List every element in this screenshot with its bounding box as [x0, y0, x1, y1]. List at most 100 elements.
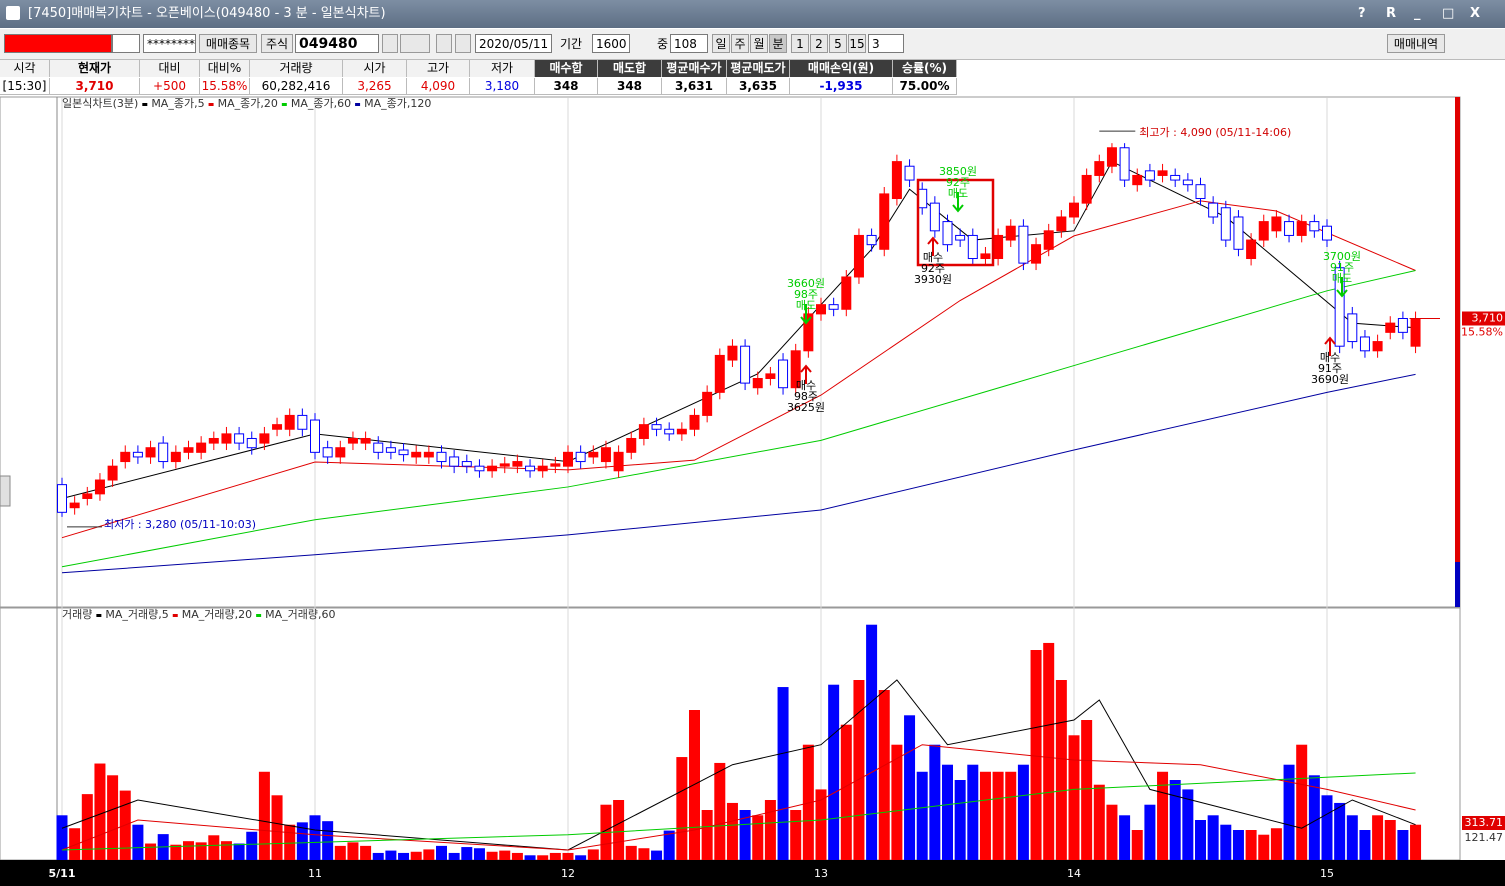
date-label: 13 [814, 867, 828, 880]
info-table: 시각 [15:30] 현재가 3,710 대비 +500 대비% 15.58% 거래량 60,28… [0, 60, 957, 96]
interval-button[interactable]: 15 [848, 34, 866, 53]
volume-bar [1296, 744, 1308, 860]
candle-body [929, 202, 940, 232]
volume-bar [954, 780, 966, 860]
legend-title: 거래량 [62, 608, 92, 621]
search-button[interactable] [382, 34, 398, 53]
volume-bar [436, 845, 447, 860]
date-input[interactable]: 2020/05/11 [475, 34, 552, 53]
volume-bar [524, 855, 536, 860]
trade-label: 매수 [923, 251, 943, 264]
volume-label: 121.47 [1465, 831, 1504, 844]
interval-button[interactable]: 일 [712, 34, 730, 53]
period-input[interactable]: 1600 [592, 34, 630, 53]
candle-body [803, 313, 814, 352]
volume-bar [1081, 720, 1093, 860]
trade-label: 98주 [794, 288, 818, 301]
candle-body [221, 433, 232, 444]
next-button[interactable] [436, 34, 452, 53]
interval-button[interactable]: 분 [769, 34, 787, 53]
interval-button[interactable]: 2 [810, 34, 828, 53]
volume-bar [1258, 834, 1270, 860]
candle-body [1132, 174, 1143, 186]
candle-body [120, 451, 131, 463]
code-input[interactable]: 049480 [295, 34, 379, 53]
legend-entry: MA_종가,120 [364, 97, 431, 110]
ma-line [61, 772, 1416, 851]
candle-body [1246, 239, 1257, 260]
volume-bar [1157, 771, 1169, 860]
interval-button[interactable]: 5 [829, 34, 847, 53]
candle-body [1094, 161, 1105, 176]
window-control[interactable]: _ [1414, 6, 1421, 21]
volume-bar [499, 850, 511, 860]
volume-bar [398, 852, 410, 860]
volume-bar [853, 680, 865, 860]
window-control[interactable]: ? [1358, 6, 1366, 21]
candle-body [158, 442, 169, 463]
interval-button[interactable]: 1 [791, 34, 809, 53]
volume-bar [1270, 828, 1282, 860]
column-header: 매수합 [535, 60, 598, 77]
interval-button[interactable]: 월 [750, 34, 768, 53]
market-button[interactable]: 주식 [261, 34, 293, 53]
column-value: 3,180 [470, 78, 535, 95]
ma-line [61, 160, 1416, 499]
candle-body [626, 437, 637, 453]
candle-body [1182, 179, 1193, 186]
stock-button[interactable]: 매매종목 [199, 34, 257, 53]
candle-body [550, 463, 561, 467]
candle-body [828, 304, 839, 310]
volume-bar [1397, 830, 1409, 860]
count-input[interactable]: 108 [670, 34, 708, 53]
title-bar: [7450]매매복기차트 - 오픈베이스(049480 - 3 분 - 일본식차… [0, 0, 1505, 28]
high-annotation: 최고가 : 4,090 (05/11-14:06) [1139, 126, 1291, 139]
prev-button[interactable] [455, 34, 471, 53]
candle-body [1005, 225, 1016, 241]
candle-body [967, 234, 978, 260]
column-value: [15:30] [0, 78, 50, 95]
trade-label: 3625원 [787, 401, 825, 414]
interval-button[interactable]: 주 [731, 34, 749, 53]
ma-line [61, 679, 1416, 851]
candle-body [57, 484, 67, 513]
volume-bar [549, 852, 561, 860]
volume-bar [473, 848, 485, 860]
candle-body [487, 465, 498, 472]
window-control[interactable]: X [1470, 6, 1481, 21]
legend-swatch [208, 103, 214, 106]
window-control[interactable]: R [1386, 6, 1397, 21]
volume-bar [271, 795, 283, 860]
candle-body [322, 447, 333, 458]
date-label: 15 [1320, 867, 1334, 880]
volume-bar [372, 852, 384, 860]
date-label: 5/11 [49, 867, 76, 880]
candle-body [297, 414, 308, 430]
column-header: 시가 [343, 60, 407, 77]
volume-bar [1195, 820, 1206, 860]
column-value: 348 [535, 78, 598, 95]
candle-body [790, 350, 801, 389]
column-value: 75.00% [893, 78, 957, 95]
volume-bar [752, 815, 764, 860]
interval-button[interactable]: 3 [868, 34, 904, 53]
volume-bar [802, 744, 814, 860]
candle-body [335, 447, 346, 458]
volume-bar [1334, 802, 1346, 860]
column-value: -1,935 [790, 78, 893, 95]
candle-body [1195, 184, 1206, 200]
volume-bar [1283, 764, 1295, 860]
sort-button[interactable] [400, 34, 430, 53]
account-dropdown[interactable] [112, 34, 140, 53]
candle-body [1296, 221, 1307, 236]
trade-list-button[interactable]: 매매내역 [1387, 34, 1445, 53]
volume-bar [663, 830, 675, 860]
candle-body [879, 193, 890, 250]
candle-body [398, 449, 409, 456]
volume-bar [1030, 650, 1042, 860]
volume-bar [1220, 824, 1232, 860]
volume-bar [1410, 824, 1422, 860]
password[interactable]: ******** [143, 34, 196, 53]
window-control[interactable]: □ [1442, 6, 1455, 21]
volume-bar [537, 855, 549, 860]
